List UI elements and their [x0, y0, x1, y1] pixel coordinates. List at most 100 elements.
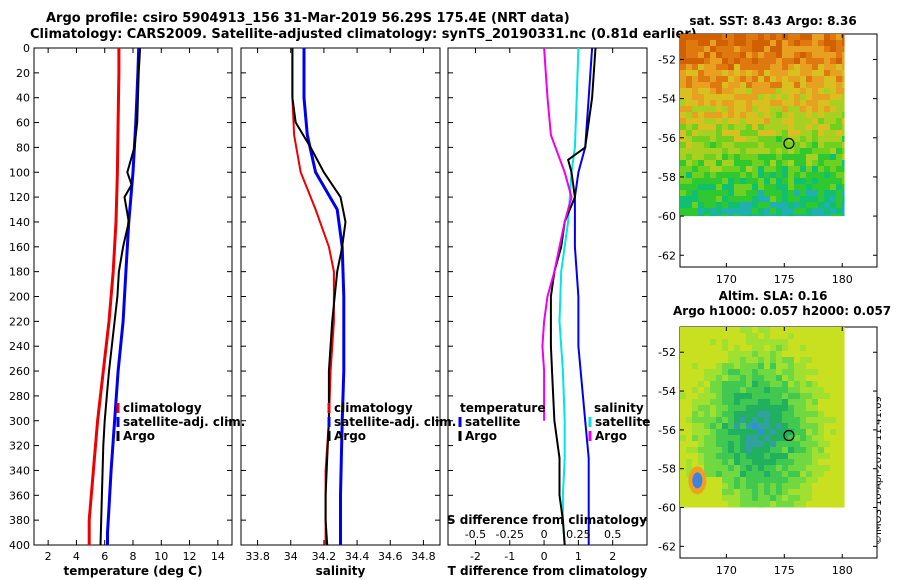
sla-map-cell: [782, 351, 788, 357]
sla-map-cell: [710, 507, 716, 508]
sla-map-cell: [812, 333, 818, 339]
sst-map-cell: [800, 118, 806, 124]
sla-map-cell: [824, 441, 830, 447]
sla-map-cell: [686, 447, 692, 453]
sla-map-cell: [728, 345, 734, 351]
sst-map-cell: [782, 58, 788, 64]
sst-map-cell: [728, 106, 734, 112]
sst-map-cell: [710, 70, 716, 76]
sst-map-cell: [758, 166, 764, 172]
sst-map-cell: [800, 64, 806, 70]
sla-map-cell: [734, 351, 740, 357]
sst-map-cell: [710, 112, 716, 118]
sst-map-cell: [794, 88, 800, 94]
sst-map-cell: [740, 196, 746, 202]
sst-map-cell: [794, 46, 800, 52]
sst-map-cell: [824, 52, 830, 58]
sst-map-cell: [758, 52, 764, 58]
sst-map-cell: [734, 202, 740, 208]
sla-map-cell: [806, 441, 812, 447]
sst-map-cell: [680, 130, 686, 136]
sst-map-cell: [680, 124, 686, 130]
sst-map-cell: [746, 82, 752, 88]
sla-map-cell: [752, 375, 758, 381]
sst-map-cell: [692, 214, 698, 217]
sla-map-cell: [716, 441, 722, 447]
sla-map-cell: [782, 345, 788, 351]
sla-map-cell: [794, 447, 800, 453]
sla-map-cell: [770, 345, 776, 351]
sla-map-cell: [698, 495, 704, 501]
depth-tick-label: 140: [9, 216, 30, 229]
sst-map-cell: [764, 40, 770, 46]
sst-map-cell: [794, 76, 800, 82]
sst-map-cell: [818, 52, 824, 58]
sla-map-cell: [830, 465, 836, 471]
sla-map-cell: [770, 459, 776, 465]
sla-map-cell: [698, 399, 704, 405]
sla-map-cell: [794, 417, 800, 423]
sla-map-cell: [722, 441, 728, 447]
sst-map-cell: [842, 214, 845, 217]
sst-map-cell: [698, 154, 704, 160]
sla-map-cell: [728, 447, 734, 453]
sst-map-cell: [722, 40, 728, 46]
sst-map-cell: [758, 100, 764, 106]
sst-map-cell: [686, 178, 692, 184]
sla-map-cell: [800, 507, 806, 508]
sst-map-cell: [698, 100, 704, 106]
sla-map-cell: [752, 369, 758, 375]
sla-map-cell: [716, 453, 722, 459]
sst-map-cell: [836, 94, 842, 100]
sla-map-cell: [842, 423, 845, 429]
sla-map-cell: [842, 507, 845, 508]
sla-map-cell: [806, 483, 812, 489]
sla-map-cell: [776, 363, 782, 369]
sst-map-cell: [704, 190, 710, 196]
sla-map-cell: [710, 363, 716, 369]
sla-map-cell: [716, 369, 722, 375]
sla-map-cell: [770, 369, 776, 375]
sla-map-cell: [818, 345, 824, 351]
sla-map-cell: [746, 447, 752, 453]
sst-map-cell: [722, 214, 728, 217]
depth-tick-label: 400: [9, 539, 30, 552]
sla-map-cell: [782, 327, 788, 333]
salinity-legend-label: Argo: [334, 429, 366, 443]
sst-map-cell: [746, 124, 752, 130]
sst-map-cell: [710, 106, 716, 112]
sst-map-cell: [836, 64, 842, 70]
sst-map-cell: [818, 76, 824, 82]
sla-map-cell: [704, 387, 710, 393]
sst-map-cell: [740, 52, 746, 58]
sst-map-cell: [782, 70, 788, 76]
sst-map-cell: [794, 208, 800, 214]
sla-map-cell: [716, 399, 722, 405]
sst-map-cell: [716, 106, 722, 112]
sst-map-cell: [728, 118, 734, 124]
sst-map-cell: [764, 196, 770, 202]
sst-map-cell: [698, 52, 704, 58]
sla-map-cell: [824, 471, 830, 477]
sla-map-cell: [704, 351, 710, 357]
sla-map-cell: [710, 351, 716, 357]
sla-map-cell: [842, 429, 845, 435]
sla-map-cell: [830, 429, 836, 435]
sst-map-cell: [818, 160, 824, 166]
sst-map-cell: [752, 208, 758, 214]
sla-map-cell: [764, 507, 770, 508]
series-line-s-satellite: [558, 47, 580, 546]
figure-title-line1: Argo profile: csiro 5904913_156 31-Mar-2…: [46, 11, 570, 26]
depth-tick-label: 200: [9, 291, 30, 304]
sla-map-cell: [686, 363, 692, 369]
sla-map-cell: [812, 507, 818, 508]
sst-map-cell: [686, 40, 692, 46]
sla-map-cell: [764, 417, 770, 423]
sla-map-cell: [710, 495, 716, 501]
sla-map-cell: [800, 375, 806, 381]
sst-map-cell: [746, 64, 752, 70]
sla-map-cell: [800, 357, 806, 363]
salinity-legend-label: climatology: [334, 401, 413, 415]
sst-map-cell: [830, 46, 836, 52]
sla-map-cell: [686, 387, 692, 393]
